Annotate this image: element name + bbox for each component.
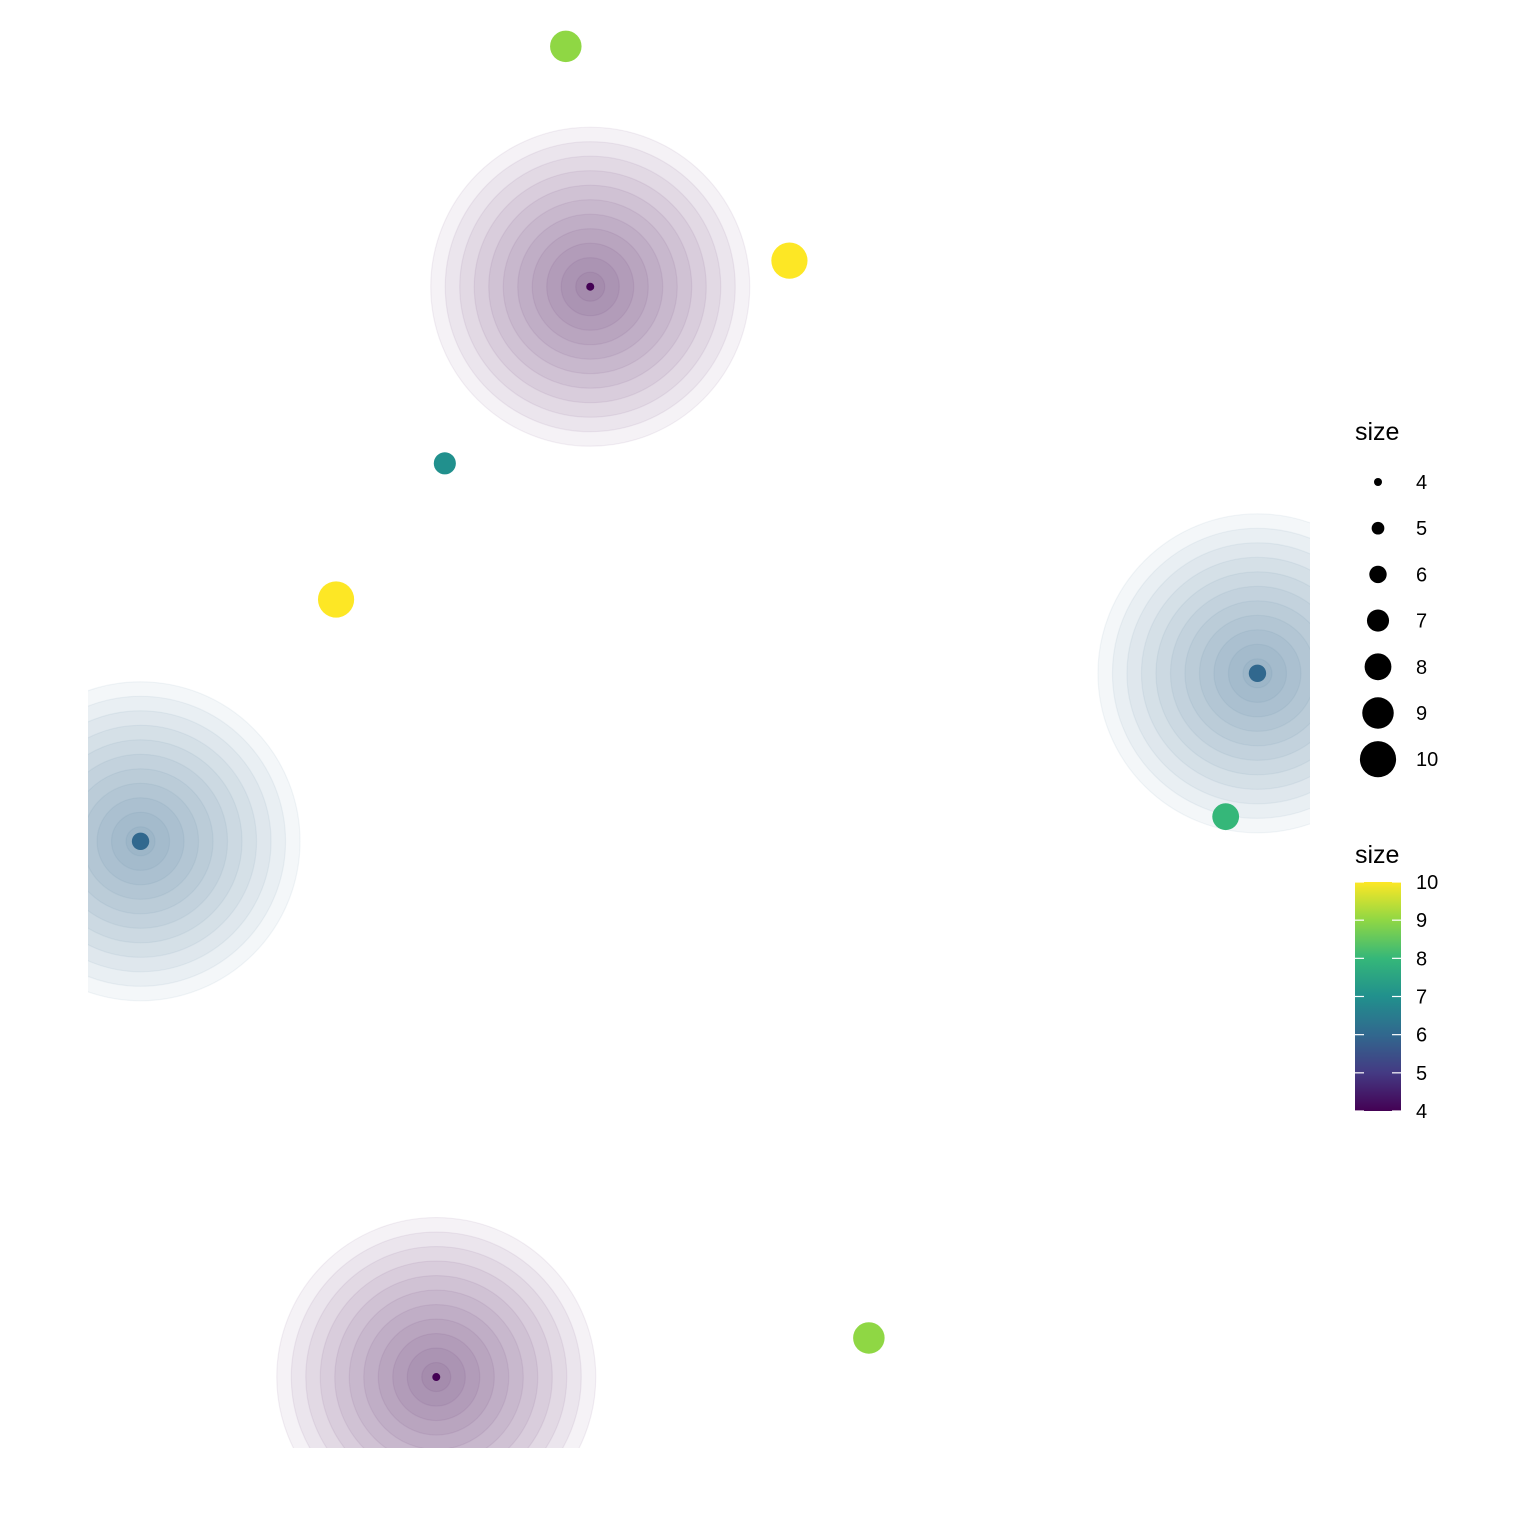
size-legend-key [1359, 741, 1397, 778]
halo-ring [88, 768, 214, 915]
color-legend-title: size [1355, 841, 1399, 869]
halo [276, 1216, 597, 1448]
size-legend-key [1369, 565, 1387, 584]
halo-ring [88, 739, 243, 944]
colorbar-label: 8 [1416, 948, 1427, 970]
data-point [1212, 803, 1240, 831]
colorbar-label: 10 [1416, 872, 1438, 894]
halo-ring [348, 1289, 524, 1448]
halo-ring [319, 1260, 553, 1448]
size-legend-key [1366, 609, 1390, 632]
colorbar-label: 9 [1416, 910, 1427, 932]
halo-ring [88, 695, 287, 987]
colorbar-label: 7 [1416, 987, 1427, 1009]
colorbar-label: 6 [1416, 1025, 1427, 1047]
halo-ring [88, 753, 229, 929]
size-legend-key [1364, 653, 1392, 681]
data-point [550, 30, 582, 63]
plot-panel [88, 30, 1310, 1448]
size-legend-key [1374, 478, 1382, 486]
size-legend-title: size [1355, 418, 1399, 446]
halo-ring [1126, 542, 1310, 805]
size-legend-label: 10 [1416, 749, 1438, 771]
halo-ring [1184, 600, 1310, 747]
size-legend-label: 5 [1416, 518, 1427, 540]
data-point [131, 832, 150, 850]
halo [430, 126, 751, 447]
halo-layer [88, 126, 1310, 1448]
data-point [586, 282, 595, 291]
data-point [433, 452, 456, 475]
halo [1097, 513, 1310, 834]
halo-ring [1140, 556, 1310, 790]
halo-ring [1097, 513, 1310, 834]
size-legend-key [1371, 521, 1385, 535]
halo-ring [276, 1216, 597, 1448]
halo [88, 681, 301, 1002]
colorbar-label: 4 [1416, 1101, 1427, 1123]
halo-ring [290, 1231, 582, 1448]
size-legend-label: 6 [1416, 564, 1427, 586]
halo-ring [1169, 585, 1310, 761]
data-point [317, 581, 355, 618]
size-legend: size 4 5 6 7 8 9 10 [1355, 418, 1438, 778]
colorbar-label: 5 [1416, 1063, 1427, 1085]
size-legend-label: 8 [1416, 657, 1427, 679]
data-point [432, 1373, 441, 1382]
halo-ring [88, 724, 258, 958]
halo-ring [1111, 527, 1310, 819]
halo-ring [1155, 571, 1310, 776]
data-point [771, 242, 808, 279]
point-layer [131, 30, 1267, 1382]
size-legend-label: 7 [1416, 611, 1427, 633]
halo-ring [88, 710, 272, 973]
data-point [853, 1322, 885, 1354]
color-legend: size 10 9 8 7 6 5 4 [1355, 841, 1438, 1123]
halo-ring [88, 681, 301, 1002]
data-point [1248, 664, 1267, 683]
size-legend-label: 4 [1416, 472, 1427, 494]
halo-ring [334, 1274, 539, 1448]
size-legend-key [1362, 697, 1394, 729]
size-legend-label: 9 [1416, 703, 1427, 725]
halo-ring [305, 1245, 568, 1448]
